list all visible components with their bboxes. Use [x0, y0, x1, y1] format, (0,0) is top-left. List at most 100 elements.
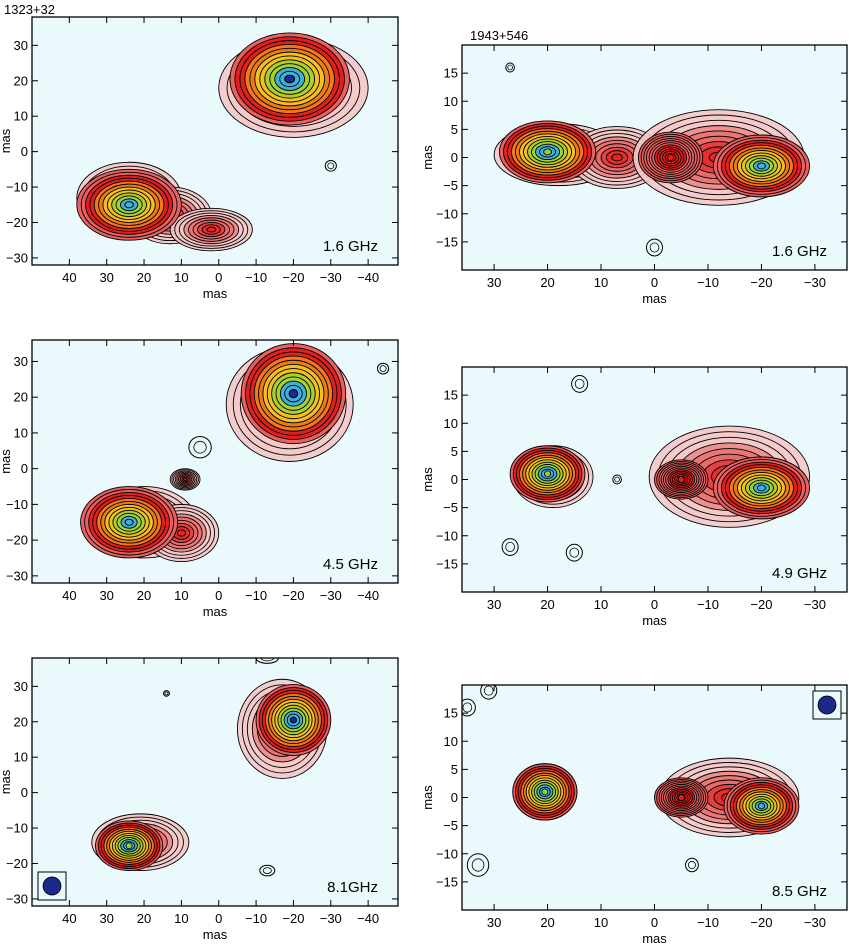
plot-frame — [31, 339, 399, 584]
isolated-contour — [501, 538, 519, 556]
x-tick-label: −30 — [320, 270, 342, 285]
y-tick-label: 30 — [14, 38, 28, 53]
y-tick-label: 10 — [444, 734, 458, 749]
x-axis-label: mas — [203, 927, 228, 942]
y-tick-label: 0 — [21, 785, 28, 800]
x-tick-label: −20 — [282, 911, 304, 926]
source-label-1323: 1323+32 — [4, 2, 55, 17]
y-axis-label: mas — [0, 449, 13, 474]
isolated-contour — [612, 474, 622, 485]
x-tick-label: 0 — [215, 588, 222, 603]
x-tick-label: −40 — [357, 911, 379, 926]
frequency-label: 1.6 GHz — [323, 238, 378, 255]
x-axis: 40 30 20 10 0 −10 −20 −30 −40 mas — [62, 340, 379, 619]
panel-5: 40 30 20 10 0 −10 −20 −30 −40 mas −30 −20 −10 0 10 20 30… — [0, 657, 399, 942]
x-tick-label: 10 — [594, 275, 608, 290]
component-peak — [638, 131, 704, 184]
panel-3: 40 30 20 10 0 −10 −20 −30 −40 mas −30 −20 −10 0 10 20 30… — [0, 339, 399, 619]
y-tick-label: −10 — [6, 821, 28, 836]
x-axis: 30 20 10 0 −10 −20 −30 mas — [487, 367, 826, 628]
x-tick-label: −30 — [804, 915, 826, 930]
y-tick-label: 20 — [14, 73, 28, 88]
y-tick-label: −10 — [6, 497, 28, 512]
isolated-contour — [571, 374, 589, 393]
source-label-1943: 1943+546 — [470, 28, 528, 43]
x-tick-label: 10 — [594, 915, 608, 930]
x-axis-label: mas — [642, 931, 667, 945]
y-tick-label: 5 — [451, 762, 458, 777]
y-axis: −30 −20 −10 0 10 20 30 mas — [0, 38, 398, 265]
panel-grid: 40 30 20 10 0 −10 −20 −30 −40 mas −30 −20 −10 0 10 20 30… — [0, 16, 848, 945]
y-tick-label: 10 — [444, 94, 458, 109]
x-tick-label: −20 — [750, 915, 772, 930]
y-axis: −15 −10 −5 0 5 10 15 mas — [420, 706, 847, 889]
emission-region — [169, 468, 201, 491]
x-tick-label: 10 — [594, 597, 608, 612]
y-axis: −15 −10 −5 0 5 10 15 mas — [420, 388, 847, 571]
y-tick-label: −20 — [6, 856, 28, 871]
x-axis: 40 30 20 10 0 −10 −20 −30 −40 mas — [62, 658, 379, 942]
y-tick-label: 10 — [14, 425, 28, 440]
x-tick-label: 0 — [215, 911, 222, 926]
component-peak — [80, 486, 179, 559]
y-tick-label: 0 — [451, 790, 458, 805]
isolated-contour — [376, 362, 390, 375]
y-tick-label: 15 — [444, 388, 458, 403]
x-tick-label: 40 — [62, 270, 76, 285]
component-peak — [509, 445, 586, 503]
y-axis: −15 −10 −5 0 5 10 15 mas — [420, 66, 847, 249]
y-tick-label: −30 — [6, 250, 28, 265]
x-tick-label: 20 — [540, 275, 554, 290]
x-tick-label: −10 — [245, 588, 267, 603]
y-axis-label: mas — [0, 128, 13, 153]
x-tick-label: −10 — [697, 275, 719, 290]
y-tick-label: −15 — [436, 234, 458, 249]
frequency-label: 8.1GHz — [327, 879, 378, 896]
x-tick-label: 20 — [540, 597, 554, 612]
panel-6: 30 20 10 0 −10 −20 −30 mas −15 −10 −5 0 5 10 15 mas 8.5 … — [420, 684, 848, 945]
y-tick-label: 20 — [14, 390, 28, 405]
y-tick-label: 0 — [451, 150, 458, 165]
y-tick-label: −15 — [436, 874, 458, 889]
x-tick-label: 30 — [487, 915, 501, 930]
component-peak — [76, 168, 182, 241]
x-tick-label: 0 — [651, 597, 658, 612]
x-tick-label: 30 — [99, 588, 113, 603]
component-peak — [723, 777, 800, 835]
isolated-contour — [565, 543, 583, 562]
isolated-contour — [466, 853, 490, 877]
y-tick-label: −10 — [436, 206, 458, 221]
y-axis-label: mas — [420, 467, 435, 492]
contour-map — [462, 685, 800, 877]
x-tick-label: 20 — [137, 911, 151, 926]
x-axis-label: mas — [642, 291, 667, 306]
isolated-contour — [162, 690, 170, 697]
component-peak — [255, 684, 332, 756]
y-tick-label: −10 — [6, 180, 28, 195]
y-tick-label: 10 — [14, 750, 28, 765]
x-tick-label: −30 — [320, 588, 342, 603]
x-tick-label: −30 — [804, 597, 826, 612]
contour-map — [493, 62, 811, 257]
plot-background — [32, 658, 398, 906]
y-tick-label: 10 — [444, 416, 458, 431]
component-peak — [512, 763, 578, 821]
y-tick-label: −30 — [6, 891, 28, 906]
component-peak — [240, 343, 347, 445]
y-tick-label: 5 — [451, 444, 458, 459]
y-axis: −30 −20 −10 0 10 20 30 mas — [0, 354, 398, 583]
x-axis: 30 20 10 0 −10 −20 −30 mas — [487, 685, 826, 945]
x-tick-label: 20 — [137, 588, 151, 603]
isolated-contour — [505, 62, 515, 73]
emission-region — [169, 207, 253, 252]
x-tick-label: 20 — [137, 270, 151, 285]
contour-map — [76, 32, 369, 252]
component-peak — [654, 777, 709, 818]
x-tick-label: 30 — [487, 597, 501, 612]
component-peak — [712, 134, 811, 198]
frequency-label: 4.5 GHz — [323, 556, 378, 573]
y-tick-label: −5 — [443, 818, 458, 833]
y-tick-label: −20 — [6, 215, 28, 230]
panel-4: 30 20 10 0 −10 −20 −30 mas −15 −10 −5 0 5 10 15 mas 4.9 … — [420, 366, 848, 628]
y-tick-label: −20 — [6, 533, 28, 548]
